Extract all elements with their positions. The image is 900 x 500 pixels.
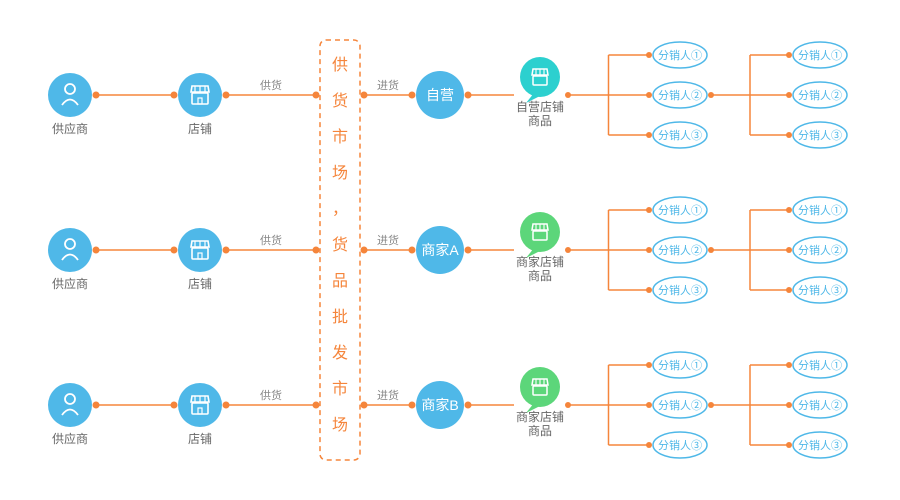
distributor-label: 分销人③	[658, 128, 702, 142]
supply-edge-label: 供货	[260, 233, 282, 247]
goods-label: 自营店铺	[516, 100, 564, 114]
market-title-char: 货	[332, 92, 348, 110]
merchant-label: 商家B	[421, 397, 458, 413]
merchant-label: 商家A	[421, 242, 459, 258]
goods-bubble-icon	[520, 367, 560, 407]
supplier-icon	[48, 383, 92, 427]
goods-label: 商品	[528, 423, 552, 438]
store-icon	[178, 73, 222, 117]
store-label: 店铺	[188, 432, 212, 446]
goods-bubble-icon	[520, 57, 560, 97]
market-title-char: 场	[332, 416, 348, 434]
goods-bubble-icon	[520, 212, 560, 252]
store-label: 店铺	[188, 277, 212, 291]
market-title-char: 市	[332, 128, 348, 146]
distributor-label: 分销人②	[798, 88, 842, 102]
distributor-label: 分销人②	[798, 243, 842, 257]
distributor-label: 分销人①	[658, 48, 702, 62]
market-title-char: 发	[332, 344, 348, 362]
goods-label: 商家店铺	[516, 254, 564, 269]
distributor-label: 分销人②	[798, 398, 842, 412]
distributor-label: 分销人③	[798, 283, 842, 297]
distributor-label: 分销人②	[658, 398, 702, 412]
supply-chain-diagram: 供货市场，货品批发市场供应商店铺供货进货自营自营店铺商品分销人①分销人②分销人③…	[0, 0, 900, 500]
distributor-label: 分销人①	[798, 358, 842, 372]
market-title-char: 供	[332, 56, 348, 74]
supplier-label: 供应商	[52, 121, 88, 136]
goods-label: 商家店铺	[516, 409, 564, 424]
market-title-char: 批	[332, 308, 348, 326]
purchase-edge-label: 进货	[377, 78, 399, 92]
store-icon	[178, 228, 222, 272]
distributor-label: 分销人①	[658, 203, 702, 217]
purchase-edge-label: 进货	[377, 233, 399, 247]
distributor-label: 分销人②	[658, 88, 702, 102]
supplier-label: 供应商	[52, 276, 88, 291]
supplier-icon	[48, 73, 92, 117]
purchase-edge-label: 进货	[377, 388, 399, 402]
supply-edge-label: 供货	[260, 78, 282, 92]
distributor-label: 分销人③	[798, 128, 842, 142]
distributor-label: 分销人③	[798, 438, 842, 452]
merchant-label: 自营	[426, 87, 454, 103]
distributor-label: 分销人①	[658, 358, 702, 372]
market-title-char: ，	[332, 201, 348, 218]
store-label: 店铺	[188, 122, 212, 136]
market-title-char: 货	[332, 236, 348, 254]
supplier-icon	[48, 228, 92, 272]
market-title-char: 品	[332, 273, 348, 290]
distributor-label: 分销人③	[658, 283, 702, 297]
goods-label: 商品	[528, 113, 552, 128]
supplier-label: 供应商	[52, 431, 88, 446]
goods-label: 商品	[528, 268, 552, 283]
distributor-label: 分销人③	[658, 438, 702, 452]
distributor-label: 分销人①	[798, 203, 842, 217]
market-title-char: 场	[332, 164, 348, 182]
distributor-label: 分销人②	[658, 243, 702, 257]
supply-edge-label: 供货	[260, 388, 282, 402]
store-icon	[178, 383, 222, 427]
market-title-char: 市	[332, 380, 348, 398]
distributor-label: 分销人①	[798, 48, 842, 62]
